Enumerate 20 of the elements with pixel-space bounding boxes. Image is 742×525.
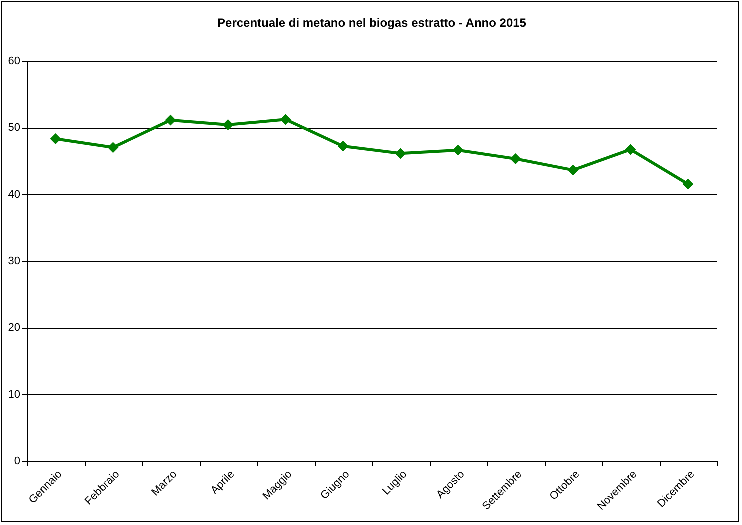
point xyxy=(568,164,579,176)
point xyxy=(338,140,349,152)
point xyxy=(165,114,176,126)
point xyxy=(682,178,694,190)
point xyxy=(222,120,234,130)
point xyxy=(108,142,119,154)
y-tick-label: 30 xyxy=(8,256,20,268)
y-tick-label: 0 xyxy=(14,456,20,468)
y-tick-label: 10 xyxy=(8,388,20,401)
point xyxy=(625,144,636,156)
point xyxy=(452,144,464,156)
y-tick-label: 40 xyxy=(8,188,20,201)
point xyxy=(50,134,62,144)
y-tick-label: 50 xyxy=(8,122,20,134)
y-tick-label: 20 xyxy=(8,322,20,334)
chart-title: Percentuale di metano nel biogas estratto - Anno 2015 xyxy=(218,16,527,30)
y-tick-label: 60 xyxy=(8,56,20,68)
point xyxy=(280,114,292,126)
point xyxy=(510,154,522,164)
point xyxy=(395,148,406,160)
